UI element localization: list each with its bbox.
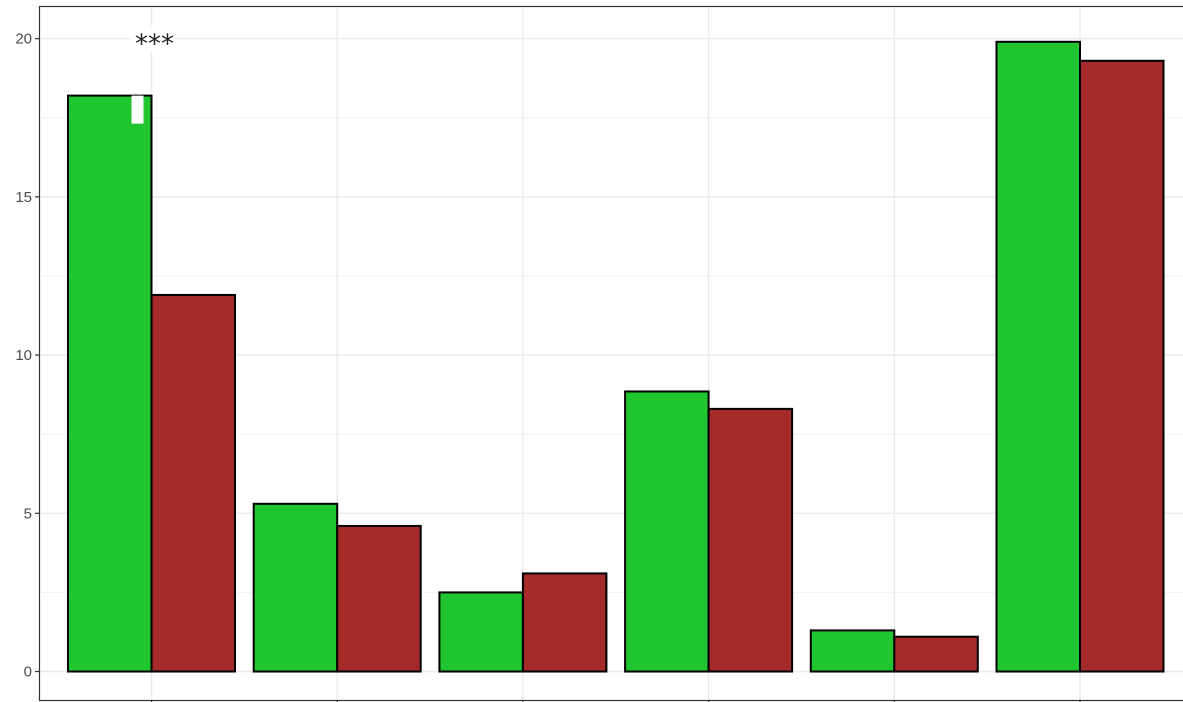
- plot-border: [38, 5, 1183, 702]
- bar: [893, 635, 979, 673]
- y-tick-label: 15: [15, 189, 32, 206]
- bar: [67, 94, 153, 673]
- annotation-background: [129, 25, 174, 52]
- bar: [1079, 59, 1165, 673]
- y-tick-label: 0: [24, 664, 32, 681]
- bar: [521, 572, 608, 673]
- bars: [67, 40, 1165, 673]
- bar: [707, 407, 794, 673]
- bar: [336, 524, 422, 673]
- y-tick-label: 20: [15, 31, 32, 48]
- annotations: ***: [129, 25, 174, 124]
- y-tick-label: 10: [15, 347, 32, 364]
- bar: [438, 591, 524, 673]
- bar: [809, 629, 896, 673]
- bar: [995, 40, 1081, 673]
- bar: [150, 293, 236, 673]
- bar: [624, 390, 710, 673]
- y-tick-label: 5: [24, 505, 32, 522]
- bar: [252, 502, 339, 673]
- annotation-text: ***: [135, 30, 174, 60]
- y-axis: 0 5 10 15 20: [15, 31, 40, 681]
